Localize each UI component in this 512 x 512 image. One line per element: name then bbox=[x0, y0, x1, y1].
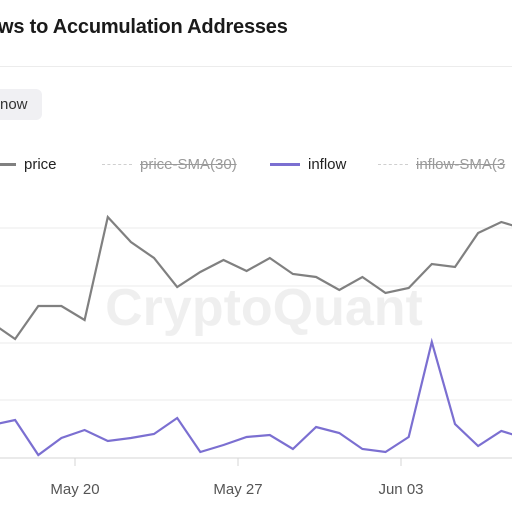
legend-swatch bbox=[0, 162, 16, 166]
watermark: CryptoQuant bbox=[105, 279, 423, 337]
legend-item-price[interactable]: price bbox=[0, 150, 57, 178]
chart-legend: price price-SMA(30) inflow inflow-SMA(3 bbox=[0, 150, 512, 178]
series-line-inflow bbox=[0, 337, 512, 457]
header-divider bbox=[0, 66, 512, 67]
x-tick-label: May 27 bbox=[213, 481, 262, 498]
x-tick-label: May 20 bbox=[50, 481, 99, 498]
series-line-price bbox=[0, 214, 512, 341]
legend-item-inflow-sma[interactable]: inflow-SMA(3 bbox=[378, 150, 505, 178]
legend-label: inflow bbox=[308, 155, 347, 173]
legend-swatch bbox=[270, 162, 300, 166]
legend-swatch bbox=[378, 163, 408, 165]
legend-label: price bbox=[24, 155, 57, 173]
legend-item-price-sma[interactable]: price-SMA(30) bbox=[102, 150, 237, 178]
legend-label: price-SMA(30) bbox=[140, 155, 237, 173]
legend-item-inflow[interactable]: inflow bbox=[270, 150, 346, 178]
legend-swatch bbox=[102, 163, 132, 165]
chart-title: ws to Accumulation Addresses bbox=[0, 16, 288, 38]
x-tick-label: Jun 03 bbox=[378, 481, 423, 498]
time-range-chip[interactable]: now bbox=[0, 89, 42, 120]
legend-label: inflow-SMA(3 bbox=[416, 155, 506, 173]
